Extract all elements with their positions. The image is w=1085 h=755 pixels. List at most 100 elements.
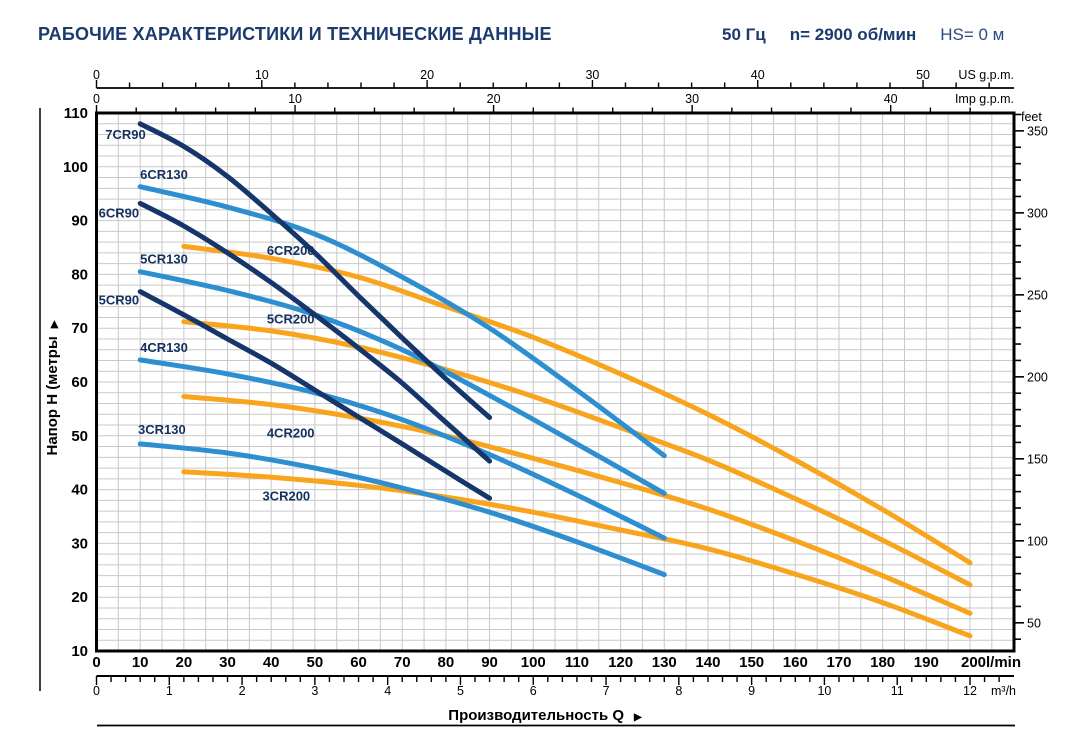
curve-6CR130: [137, 184, 667, 459]
curve-4CR130: [137, 357, 667, 541]
y-tick-label: 30: [71, 535, 88, 552]
curve-label-3CR130: 3CR130: [138, 422, 186, 437]
page-title: РАБОЧИЕ ХАРАКТЕРИСТИКИ И ТЕХНИЧЕСКИЕ ДАН…: [38, 24, 552, 44]
curve-5CR90: [137, 289, 493, 501]
lmin-tick-label: 170: [826, 654, 851, 671]
us-gpm-tick-label: 50: [916, 68, 930, 82]
m3h-axis: 0 1 2 3 4 5 6 7 8 9 10 11 12 m³/h: [93, 675, 1016, 698]
suction-head-value: HS= 0 м: [940, 25, 1005, 44]
imp-gpm-tick-label: 10: [288, 92, 302, 106]
curve-labels: 3CR200 4CR200 5CR200 6CR200 3CR130 4CR130 5CR1…: [99, 127, 315, 504]
imp-gpm-tick-label: 30: [685, 92, 699, 106]
imp-gpm-axis: 0 10 20 30 40 Imp g.p.m.: [93, 92, 1014, 113]
y-tick-label: 40: [71, 482, 88, 499]
feet-tick-label: 50: [1027, 616, 1041, 630]
curve-label-5CR130: 5CR130: [140, 252, 188, 267]
m3h-tick-label: 11: [891, 684, 904, 698]
lmin-tick-label: 150: [739, 654, 764, 671]
curve-3CR200: [181, 469, 973, 639]
m3h-tick-label: 8: [675, 684, 682, 698]
m3h-tick-label: 10: [817, 684, 831, 698]
lmin-tick-label: 110: [565, 654, 589, 671]
m3h-tick-label: 7: [603, 684, 610, 698]
m3h-tick-label: 12: [963, 684, 977, 698]
m3h-tick-label: 6: [530, 684, 537, 698]
lmin-tick-label: 100: [521, 654, 546, 671]
feet-tick-label: 150: [1027, 452, 1048, 466]
us-gpm-tick-label: 10: [255, 68, 269, 82]
m3h-axis-title: m³/h: [991, 684, 1016, 698]
curve-label-6CR200: 6CR200: [267, 243, 315, 258]
curve-6CR90: [137, 200, 493, 464]
lmin-tick-label: 60: [350, 654, 367, 671]
lmin-tick-label: 130: [652, 654, 677, 671]
us-gpm-axis-title: US g.p.m.: [958, 68, 1014, 82]
y-axis-labels: 10 20 30 40 50 60 70 80 90 100 110: [63, 105, 88, 660]
imp-gpm-axis-title: Imp g.p.m.: [955, 92, 1014, 106]
m3h-tick-label: 2: [239, 684, 246, 698]
y-tick-label: 50: [71, 428, 88, 445]
curve-label-3CR200: 3CR200: [262, 488, 310, 503]
feet-tick-label: 300: [1027, 206, 1048, 220]
feet-tick-label: 350: [1027, 124, 1048, 138]
m3h-tick-label: 0: [93, 684, 100, 698]
pump-curves: [137, 121, 973, 639]
imp-gpm-tick-label: 40: [884, 92, 898, 106]
curve-label-5CR200: 5CR200: [267, 311, 315, 326]
plot-border: [95, 111, 1016, 653]
curve-label-5CR90: 5CR90: [99, 293, 139, 308]
speed-value: n= 2900 об/мин: [789, 25, 917, 44]
lmin-tick-label: 180: [870, 654, 895, 671]
curve-label-4CR200: 4CR200: [267, 425, 315, 440]
lmin-tick-label: 70: [394, 654, 411, 671]
curve-label-4CR130: 4CR130: [140, 340, 188, 355]
lmin-tick-label: 50: [307, 654, 324, 671]
feet-tick-label: 100: [1027, 534, 1048, 548]
curve-7CR90: [137, 121, 493, 420]
curve-label-7CR90: 7CR90: [105, 127, 145, 142]
us-gpm-tick-label: 30: [585, 68, 599, 82]
curve-label-6CR90: 6CR90: [99, 205, 139, 220]
x-axis-title: Производительность Q ▶: [448, 707, 643, 724]
lmin-tick-label: 140: [695, 654, 720, 671]
lmin-tick-label: 30: [219, 654, 236, 671]
y-tick-label: 110: [64, 105, 88, 122]
lmin-tick-label: 80: [438, 654, 455, 671]
m3h-tick-label: 5: [457, 684, 464, 698]
curve-4CR200: [181, 394, 973, 616]
lmin-tick-label: 120: [608, 654, 633, 671]
y-axis-title: Напор H (метры▶: [44, 319, 61, 455]
lmin-tick-label: 160: [783, 654, 808, 671]
us-gpm-tick-label: 40: [751, 68, 765, 82]
header-conditions: 50 Гц n= 2900 об/мин HS= 0 м: [722, 25, 1004, 45]
lmin-tick-label: 190: [914, 654, 939, 671]
feet-tick-label: 200: [1027, 370, 1048, 384]
m3h-tick-label: 3: [311, 684, 318, 698]
y-tick-label: 10: [71, 643, 88, 660]
m3h-tick-label: 1: [166, 684, 173, 698]
y-tick-label: 70: [71, 320, 88, 337]
y-tick-label: 90: [71, 213, 88, 230]
us-gpm-axis: 0 10 20 30 40 50 US g.p.m.: [93, 68, 1014, 89]
curve-3CR130: [137, 441, 667, 578]
lmin-axis-labels: 0 10 20 30 40 50 60 70 80 90 100 110 120 130 140 150 160…: [92, 654, 1021, 671]
feet-tick-label: 250: [1027, 288, 1048, 302]
frequency-value: 50 Гц: [722, 25, 766, 44]
lmin-tick-label: 0: [92, 654, 100, 671]
lmin-last-tick-label: 200l/min: [961, 654, 1021, 671]
y-tick-label: 60: [71, 374, 88, 391]
curve-6CR200: [181, 243, 973, 566]
curve-5CR200: [181, 319, 973, 588]
lmin-tick-label: 20: [176, 654, 193, 671]
curve-5CR130: [137, 269, 667, 496]
curve-label-6CR130: 6CR130: [140, 167, 188, 182]
y-tick-label: 20: [71, 589, 88, 606]
y-tick-label: 80: [71, 266, 88, 283]
lmin-tick-label: 10: [132, 654, 149, 671]
imp-gpm-tick-label: 20: [487, 92, 501, 106]
us-gpm-tick-label: 0: [93, 68, 100, 82]
feet-axis-title: feet: [1021, 110, 1042, 124]
m3h-tick-label: 9: [748, 684, 755, 698]
